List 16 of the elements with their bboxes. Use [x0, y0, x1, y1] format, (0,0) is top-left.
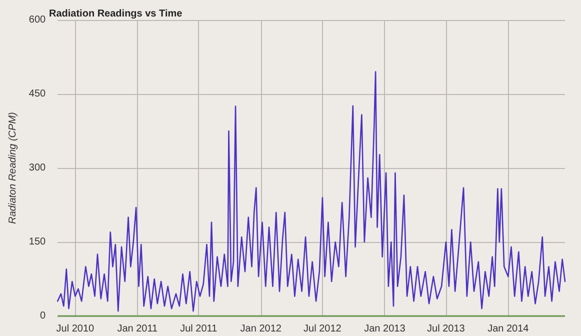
x-tick-label: Jan 2014	[488, 324, 530, 334]
chart-title: Radiation Readings vs Time	[49, 8, 183, 20]
y-axis-title: Radiaton Reading (CPM)	[8, 112, 18, 224]
x-tick-label: Jan 2012	[240, 324, 282, 334]
y-tick-label: 150	[28, 236, 46, 248]
y-tick-label: 600	[28, 14, 46, 26]
x-tick-label: Jan 2011	[117, 324, 158, 334]
y-tick-label: 300	[28, 162, 46, 174]
x-tick-label: Jul 2011	[180, 324, 218, 334]
x-tick-label: Jan 2013	[364, 324, 406, 334]
line-series	[56, 71, 566, 312]
x-tick-label: Jul 2010	[56, 324, 95, 334]
y-tick-label: 450	[28, 88, 46, 100]
x-tick-label: Jul 2013	[427, 324, 466, 334]
x-tick-label: Jul 2012	[304, 324, 342, 334]
y-tick-label: 0	[40, 310, 46, 322]
